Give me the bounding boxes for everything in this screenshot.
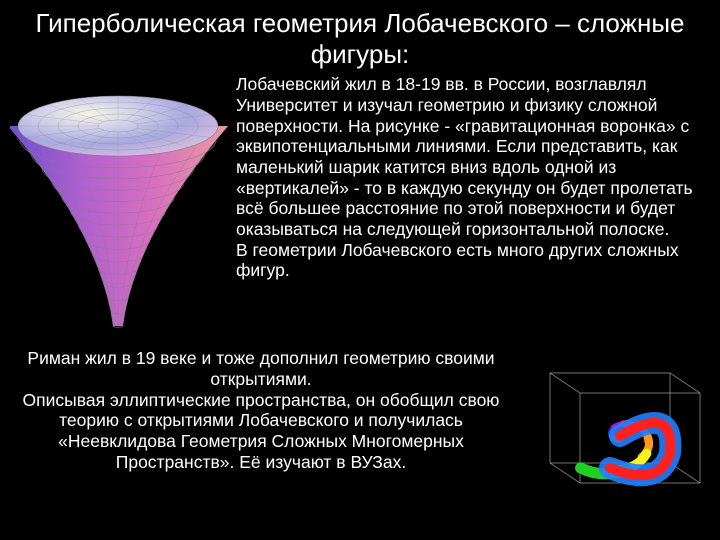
top-row: Лобачевский жил в 18-19 вв. в России, во… (0, 74, 720, 344)
funnel-figure (10, 74, 230, 344)
bottom-text: Риман жил в 19 веке и тоже дополнил геом… (10, 348, 520, 472)
shell-svg (520, 348, 710, 498)
slide-title: Гиперболическая геометрия Лобачевского –… (0, 0, 720, 74)
body-text: Лобачевский жил в 18-19 вв. в России, во… (230, 74, 710, 344)
bottom-row: Риман жил в 19 веке и тоже дополнил геом… (0, 344, 720, 498)
funnel-svg (10, 74, 230, 344)
shell-figure (520, 348, 710, 498)
